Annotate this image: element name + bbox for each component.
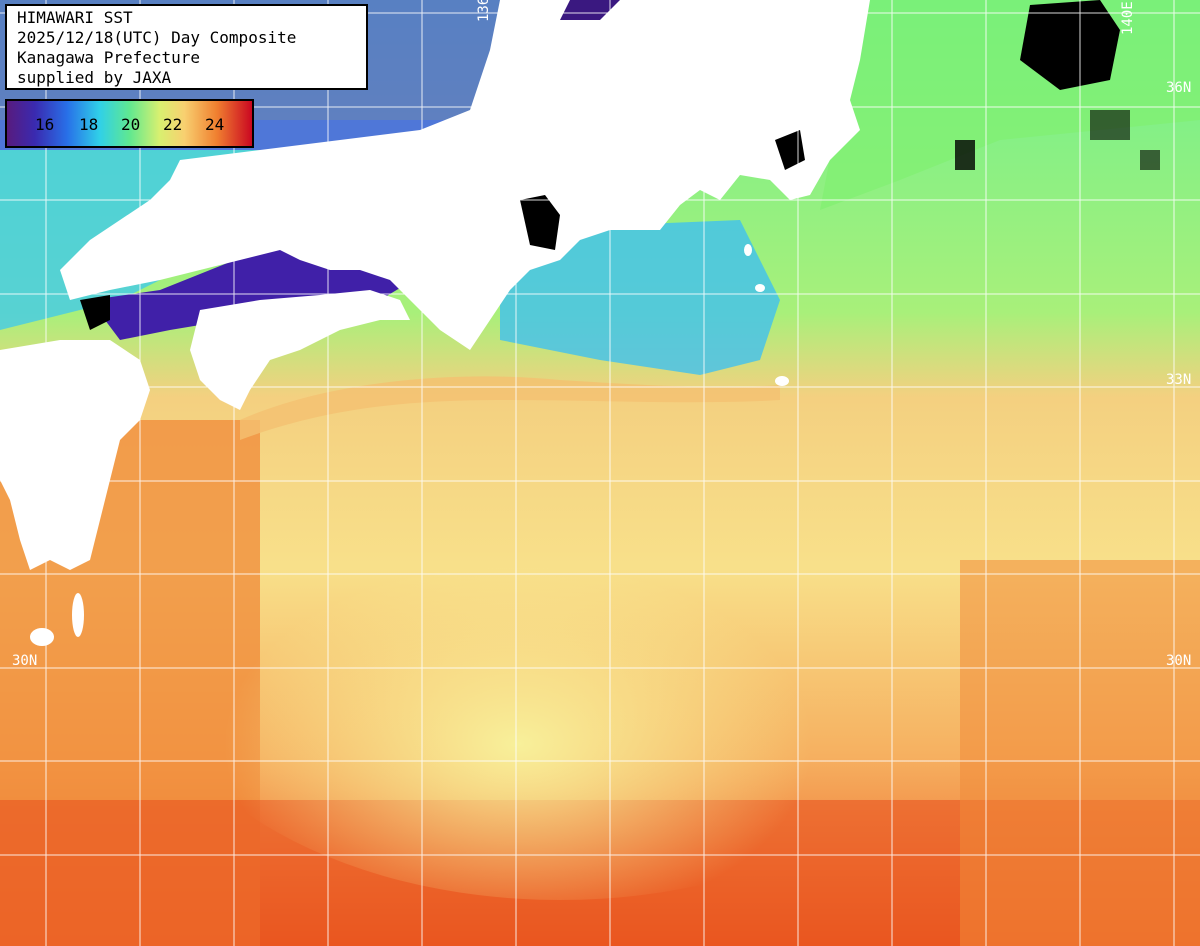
lat-label-33n: 33N [1166,372,1192,388]
warm-core [140,380,980,900]
title-box: HIMAWARI SST 2025/12/18(UTC) Day Composi… [5,4,368,90]
legend-label-20: 20 [121,115,141,134]
land-island-tanegashima [72,593,84,637]
land-shikoku [190,290,410,410]
lat-label-33-left: 33 [12,372,29,388]
land-island-izu-1 [755,284,765,292]
cloud-mask-kii [520,195,560,250]
legend-label-18: 18 [79,115,99,134]
legend-color-bar [5,99,254,148]
land-honshu [60,0,870,350]
legend-label-16: 16 [35,115,55,134]
cool-water-kii [500,220,780,375]
temperature-legend: 16 18 20 22 24 [5,99,254,148]
kuroshio-front [240,376,780,440]
lat-label-36n: 36N [1166,80,1192,96]
lat-label-30n-left: 30N [12,653,38,669]
title-line-product: HIMAWARI SST [17,8,133,27]
cloud-speck-2 [1090,110,1130,140]
land-island-yakushima [30,628,54,646]
cloud-speck-3 [1140,150,1160,170]
lon-label-136e: 136E [476,0,492,22]
title-line-credit: supplied by JAXA [17,68,172,87]
legend-label-24: 24 [205,115,225,134]
lat-label-30n-right: 30N [1166,653,1192,669]
cloud-mask-ne [1020,0,1120,90]
land-island-awaji [398,233,422,277]
cloud-mask-inland [80,295,110,330]
legend-label-22: 22 [163,115,183,134]
title-line-region: Kanagawa Prefecture [17,48,201,67]
land-kyushu [0,340,150,570]
land-island-izu-2 [775,376,789,386]
lon-label-140e: 140E [1120,1,1136,35]
title-line-date: 2025/12/18(UTC) Day Composite [17,28,297,47]
cloud-speck-1 [955,140,975,170]
land-island-izu-3 [744,244,752,256]
